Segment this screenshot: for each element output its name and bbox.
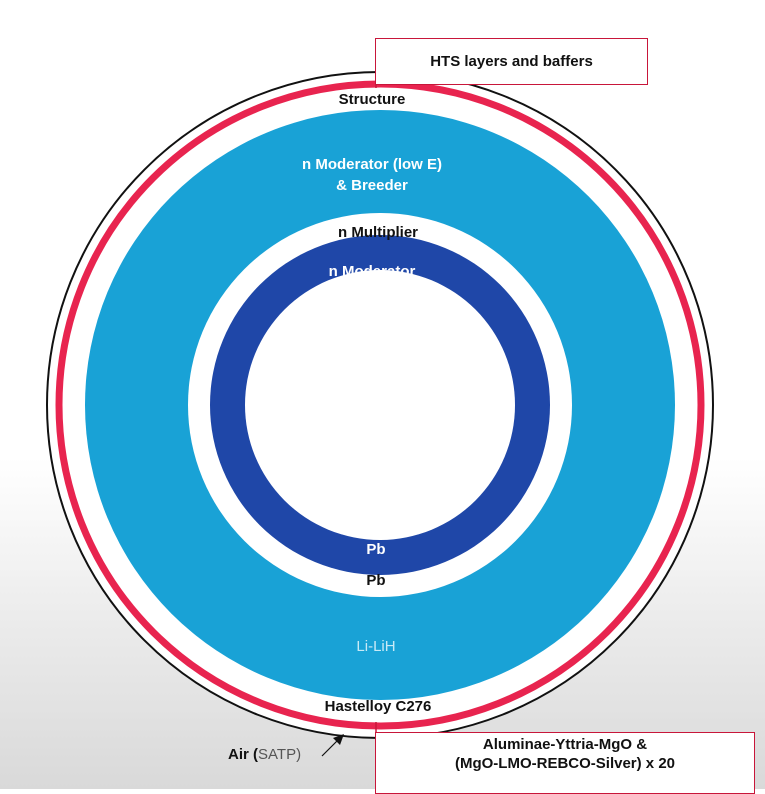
air-arrow-head (333, 734, 344, 745)
air-label: Air (SATP) (228, 746, 301, 763)
moderator-low-label-line1: n Moderator (low E) (302, 156, 442, 173)
inner-core (245, 270, 515, 540)
substrate-callout-line2: (MgO-LMO-REBCO-Silver) x 20 (454, 755, 676, 772)
multiplier-label: n Multiplier (338, 224, 418, 241)
pb-outer-label: Pb (366, 572, 385, 589)
moderator-low-label-line2: & Breeder (336, 177, 408, 194)
air-label-paren-close: ) (296, 746, 302, 763)
moderator-high-label-line2: (high E) (344, 284, 400, 301)
air-label-sub: SATP (258, 746, 297, 763)
substrate-callout: Aluminae-Yttria-MgO & (MgO-LMO-REBCO-Sil… (375, 732, 755, 794)
hts-callout: HTS layers and baffers (375, 38, 648, 85)
substrate-callout-line1: Aluminae-Yttria-MgO & (482, 736, 648, 753)
moderator-high-label-line1: n Moderator (329, 263, 416, 280)
hts-callout-text: HTS layers and baffers (430, 53, 593, 70)
structure-label: Structure (339, 91, 406, 108)
pb-inner-label: Pb (366, 541, 385, 558)
air-label-main: Air (228, 746, 249, 763)
li-lih-label: Li-LiH (356, 638, 395, 655)
air-label-paren-open: ( (248, 746, 259, 763)
hastelloy-label: Hastelloy C276 (325, 698, 432, 715)
